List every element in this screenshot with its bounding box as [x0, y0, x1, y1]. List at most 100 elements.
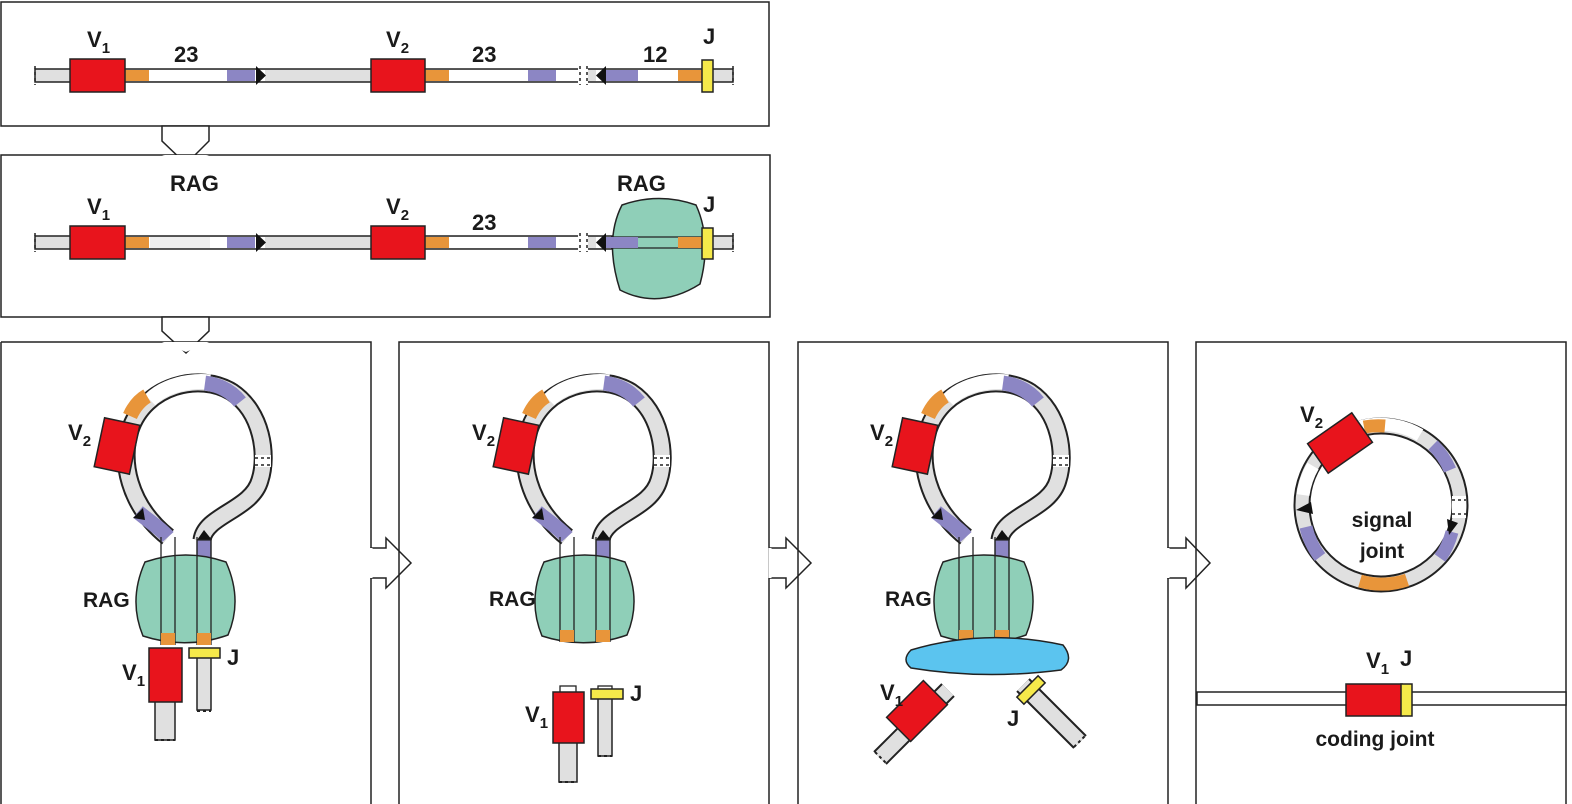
j-segment	[188, 647, 221, 659]
v1-segment	[148, 647, 183, 703]
signal-joint-label: joint	[1359, 540, 1404, 563]
heptamer	[197, 633, 211, 645]
spacer-23-label: 23	[472, 210, 496, 235]
rag-complex	[611, 197, 706, 300]
heptamer	[125, 70, 149, 81]
v1-label: V1	[87, 27, 110, 57]
rss-arrow	[532, 508, 544, 520]
v2-label: V2	[68, 420, 91, 450]
dna-pk-complex	[905, 636, 1070, 676]
spacer-region	[596, 70, 700, 81]
rss-arrow	[596, 530, 611, 540]
spacer-region	[125, 70, 265, 81]
spacer-23-label: 23	[174, 42, 198, 67]
rag-complex	[534, 554, 635, 644]
heptamer	[425, 237, 449, 248]
j-segment	[1400, 683, 1413, 717]
v2-segment	[1306, 411, 1374, 475]
nonamer	[1434, 530, 1459, 562]
right-arrow	[769, 536, 813, 590]
v1-label: V1	[87, 194, 110, 224]
v2-label: V2	[870, 420, 893, 450]
panel-germline: V1 V2 J 23 23 12	[0, 1, 770, 127]
panel-rag-binding: RAG RAG V1 V2 J 23	[0, 154, 771, 318]
signal-joint-label: signal	[1352, 509, 1413, 532]
rag-label: RAG	[617, 171, 666, 196]
v2-segment	[891, 416, 939, 476]
rss-arrow	[995, 530, 1010, 540]
down-arrow	[161, 125, 210, 166]
heptamer	[560, 630, 574, 642]
panel-frame	[1195, 341, 1567, 804]
rag-label: RAG	[489, 588, 536, 611]
right-arrow	[370, 536, 413, 590]
v1-segment	[552, 691, 585, 744]
v2-label: V2	[472, 420, 495, 450]
spacer-23-label: 23	[472, 42, 496, 67]
j-segment	[590, 688, 624, 700]
nonamer	[1428, 440, 1456, 473]
panel-frame	[1, 341, 372, 804]
rss-arrow	[596, 66, 606, 85]
coding-joint-label: coding joint	[1316, 728, 1435, 751]
v2-segment	[370, 225, 426, 260]
j-label: J	[1007, 706, 1019, 731]
v2-label: V2	[386, 27, 409, 57]
v1-label: V1	[1366, 648, 1389, 678]
panel-dna-pk-binding: V2 RAG V1 J	[797, 341, 1169, 804]
heptamer	[125, 237, 149, 248]
heptamer	[596, 630, 610, 642]
rag-label: RAG	[170, 171, 219, 196]
nonamer	[606, 237, 638, 248]
j-label: J	[630, 681, 642, 706]
panel-hairpin-complex: V2 RAG V1 J	[0, 341, 372, 804]
j-segment	[701, 227, 714, 260]
rss-arrow	[197, 530, 212, 540]
v1-segment	[69, 58, 126, 93]
v1-label: V1	[525, 702, 548, 732]
dna-loop	[515, 373, 672, 545]
v2-segment	[370, 58, 426, 93]
right-arrow	[1167, 536, 1212, 590]
nonamer	[528, 237, 556, 248]
v1-segment	[1345, 683, 1403, 717]
rss-arrow	[256, 233, 266, 252]
j-segment	[1015, 674, 1047, 706]
spacer-12-label: 12	[643, 42, 667, 67]
heptamer	[1362, 419, 1386, 434]
v2-label: V2	[1300, 402, 1323, 432]
panel-cleavage: V2 RAG V1 J	[398, 341, 770, 804]
nonamer	[227, 237, 255, 248]
nonamer	[528, 70, 556, 81]
heptamer	[678, 237, 702, 248]
panel-joints: V2 signal joint V1 J coding joint	[1195, 341, 1567, 804]
rss-arrow	[1296, 502, 1313, 514]
nonamer	[227, 70, 255, 81]
v2-segment	[93, 416, 141, 476]
j-label: J	[227, 645, 239, 670]
rag-label: RAG	[885, 588, 932, 611]
j-label: J	[703, 192, 715, 217]
heptamer	[425, 70, 449, 81]
heptamer	[1358, 573, 1410, 591]
v1-segment	[885, 679, 949, 743]
v1-label: V1	[122, 660, 145, 690]
j-label: J	[1400, 646, 1412, 671]
rag-complex	[933, 554, 1034, 644]
nonamer	[1299, 525, 1326, 561]
heptamer	[161, 633, 175, 645]
rss-arrow	[596, 233, 606, 252]
v1-label: V1	[880, 680, 903, 710]
rss-arrow	[256, 66, 266, 85]
v1-segment	[69, 225, 126, 260]
rag-label: RAG	[83, 589, 130, 612]
spacer-region	[425, 70, 578, 81]
rag-complex	[135, 554, 236, 644]
dna-loop	[116, 373, 273, 545]
dna-loop	[914, 373, 1071, 545]
heptamer	[678, 70, 702, 81]
j-label: J	[703, 24, 715, 49]
rss-arrow	[133, 508, 145, 520]
nonamer	[606, 70, 638, 81]
